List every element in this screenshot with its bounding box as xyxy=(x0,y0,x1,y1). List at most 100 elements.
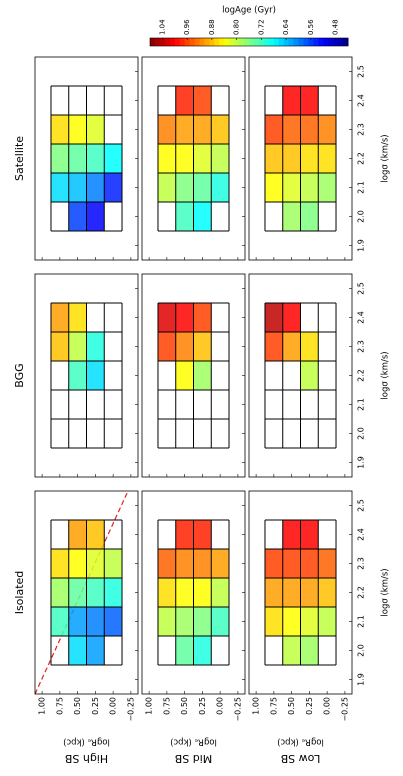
bin-cell xyxy=(157,303,176,332)
bin-cell xyxy=(300,144,319,173)
bin-cell xyxy=(50,144,69,173)
colorbar-tick-label: 0.72 xyxy=(257,19,265,35)
bin-cell xyxy=(86,607,105,636)
colorbar-segment xyxy=(323,38,329,46)
bin-cell xyxy=(282,202,301,231)
bin-cell xyxy=(318,115,337,144)
bin-cell xyxy=(211,173,230,202)
x-tick-label: 2.1 xyxy=(357,181,366,194)
bin-cell xyxy=(50,303,69,332)
colorbar-segment xyxy=(308,38,314,46)
bin-cell xyxy=(282,578,301,607)
bin-cell xyxy=(282,144,301,173)
bin-cell xyxy=(175,173,194,202)
bin-cell xyxy=(264,173,283,202)
colorbar-frame xyxy=(149,37,349,47)
bin-cell xyxy=(175,578,194,607)
colorbar-segment xyxy=(268,38,275,46)
bin-cell xyxy=(193,520,212,549)
bin-cell xyxy=(157,332,176,361)
colorbar-segment xyxy=(328,38,334,46)
colorbar-segment xyxy=(293,38,299,46)
bin-cell xyxy=(50,578,69,607)
bin-cell xyxy=(193,173,212,202)
landscape-group: Isolated logσ (km/s) BGG logσ (km/s) Satelli… xyxy=(13,6,391,766)
bin-cell xyxy=(157,607,176,636)
colorbar-segment xyxy=(298,38,304,46)
y-tick-label: −0.25 xyxy=(126,697,135,722)
bin-cell xyxy=(68,332,87,361)
bin-cell xyxy=(300,520,319,549)
y-tick-label: 0.25 xyxy=(305,697,314,715)
bin-cell xyxy=(104,578,123,607)
bin-cell xyxy=(318,144,337,173)
bin-cell xyxy=(175,115,194,144)
bin-cell xyxy=(318,549,337,578)
colorbar-segment xyxy=(150,38,156,46)
bin-cell xyxy=(282,86,301,115)
bin-cell xyxy=(86,361,105,390)
colorbar-segment xyxy=(273,38,280,46)
y-tick-label: 0.25 xyxy=(198,697,207,715)
x-tick-label: 2.0 xyxy=(357,427,366,440)
bin-cell xyxy=(86,520,105,549)
bin-cell xyxy=(86,636,105,665)
bin-cell xyxy=(300,636,319,665)
y-tick-label: −0.25 xyxy=(340,697,349,722)
bin-cell xyxy=(300,361,319,390)
bin-cell xyxy=(86,578,105,607)
x-tick-label: 2.5 xyxy=(357,282,366,295)
bin-cell xyxy=(86,202,105,231)
x-tick-label: 1.9 xyxy=(357,239,366,252)
bin-cell xyxy=(300,115,319,144)
colorbar-segment xyxy=(239,38,245,46)
bin-cell xyxy=(282,303,301,332)
bin-cell xyxy=(157,115,176,144)
bin-cell xyxy=(193,549,212,578)
colorbar-segment xyxy=(209,38,215,46)
bin-cell xyxy=(175,202,194,231)
x-tick-label: 2.4 xyxy=(357,311,366,324)
colorbar-segment xyxy=(154,38,161,46)
y-tick-label: −0.25 xyxy=(233,697,242,722)
bin-cell xyxy=(300,202,319,231)
x-tick-label: 1.9 xyxy=(357,673,366,686)
colorbar-tick-label: 0.80 xyxy=(233,19,241,35)
colorbar-segment xyxy=(199,38,205,46)
bin-cell xyxy=(68,202,87,231)
bin-cell xyxy=(193,636,212,665)
y-tick-label: 1.00 xyxy=(252,697,261,715)
x-tick-label: 1.9 xyxy=(357,456,366,469)
x-tick-label: 2.4 xyxy=(357,528,366,541)
bin-cell xyxy=(104,144,123,173)
x-axis-label: logσ (km/s) xyxy=(381,351,391,399)
colorbar-segment xyxy=(229,38,235,46)
y-axis-label: logRₑ (kpc) xyxy=(63,737,110,747)
x-tick-label: 2.3 xyxy=(357,123,366,136)
bin-cell xyxy=(264,607,283,636)
colorbar-segment xyxy=(263,38,270,46)
y-tick-label: 0.75 xyxy=(269,697,278,715)
bin-cell xyxy=(175,607,194,636)
bin-cell xyxy=(50,173,69,202)
x-tick-label: 2.0 xyxy=(357,644,366,657)
bin-cell xyxy=(264,549,283,578)
colorbar-segment xyxy=(194,38,201,46)
bin-cell xyxy=(86,173,105,202)
bin-cell xyxy=(193,578,212,607)
x-tick-label: 2.1 xyxy=(357,615,366,628)
colorbar-segment xyxy=(244,38,250,46)
bin-cell xyxy=(86,332,105,361)
colorbar-segment xyxy=(159,38,166,46)
x-tick-label: 2.1 xyxy=(357,398,366,411)
x-tick-label: 2.4 xyxy=(357,94,366,107)
x-tick-label: 2.2 xyxy=(357,369,366,382)
bin-cell xyxy=(282,332,301,361)
bin-cell xyxy=(68,303,87,332)
bin-cell xyxy=(157,578,176,607)
bin-cell xyxy=(175,86,194,115)
colorbar-segment xyxy=(189,38,196,46)
bin-cell xyxy=(193,86,212,115)
colorbar-tick-label: 0.88 xyxy=(208,19,216,35)
x-tick-label: 2.3 xyxy=(357,340,366,353)
